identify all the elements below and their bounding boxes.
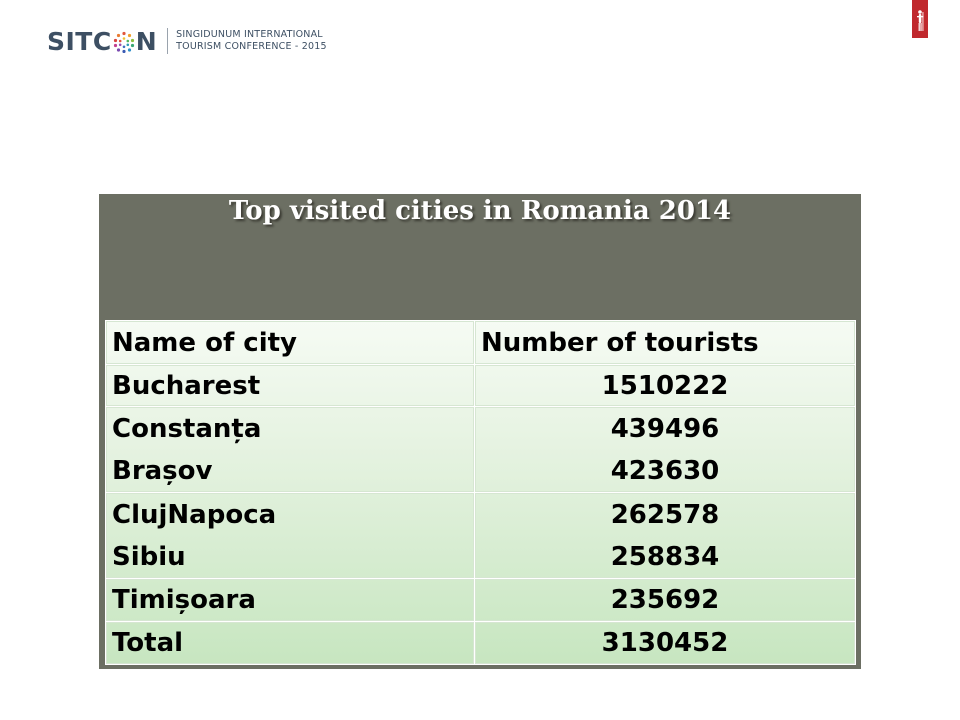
panel-title: Top visited cities in Romania 2014 <box>228 196 732 226</box>
header-city: Name of city <box>105 320 475 365</box>
city-cell: ClujNapoca <box>112 499 277 530</box>
city-cell: Brașov <box>112 455 213 486</box>
table-row: Bucharest 1510222 <box>105 364 856 407</box>
city-cell-group: ClujNapoca Sibiu <box>105 492 475 579</box>
logo-dots-icon <box>113 30 135 54</box>
table-total-row: Total 3130452 <box>105 621 856 665</box>
total-value-cell: 3130452 <box>474 621 856 665</box>
logo-word-right: N <box>135 26 158 56</box>
logo-subtitle-line2: TOURISM CONFERENCE - 2015 <box>176 41 327 52</box>
logo-wordmark: SITC <box>47 27 157 56</box>
city-cell: Timișoara <box>105 578 475 622</box>
table-row: ClujNapoca Sibiu 262578 258834 <box>105 492 856 579</box>
city-cell: Constanța <box>112 413 262 444</box>
cities-table: Name of city Number of tourists Buchares… <box>105 320 856 665</box>
tourists-cell: 439496 <box>610 413 720 444</box>
tourists-cell: 423630 <box>610 455 720 486</box>
tourists-cell: 258834 <box>610 541 720 572</box>
tourists-cell: 235692 <box>474 578 856 622</box>
city-cell: Bucharest <box>105 364 475 407</box>
header-tourists: Number of tourists <box>474 320 856 365</box>
table-header-row: Name of city Number of tourists <box>105 320 856 365</box>
tourists-cell-group: 262578 258834 <box>474 492 856 579</box>
tourists-cell: 1510222 <box>474 364 856 407</box>
table-row: Constanța Brașov 439496 423630 <box>105 406 856 493</box>
logo-divider <box>167 28 169 54</box>
city-cell: Sibiu <box>112 541 186 572</box>
tourists-cell: 262578 <box>610 499 720 530</box>
logo-word-left: SITC <box>47 26 112 56</box>
table-row: Timișoara 235692 <box>105 578 856 622</box>
logo-subtitle: SINGIDUNUM INTERNATIONAL TOURISM CONFERE… <box>176 29 327 53</box>
cities-table-container: Name of city Number of tourists Buchares… <box>105 320 856 665</box>
city-cell-group: Constanța Brașov <box>105 406 475 493</box>
total-label-cell: Total <box>105 621 475 665</box>
corner-figure-icon <box>912 0 928 38</box>
logo-subtitle-line1: SINGIDUNUM INTERNATIONAL <box>176 29 323 40</box>
tourists-cell-group: 439496 423630 <box>474 406 856 493</box>
conference-logo: SITC <box>47 26 327 56</box>
